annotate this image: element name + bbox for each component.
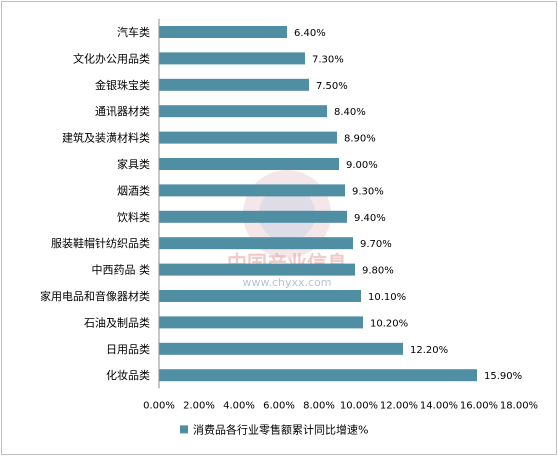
- category-label: 日用品类: [106, 342, 150, 356]
- category-label: 服装鞋帽针纺织品类: [51, 236, 150, 250]
- value-label: 7.30%: [312, 54, 344, 65]
- x-tick-label: 18.00%: [500, 400, 538, 411]
- bar: [159, 158, 339, 170]
- category-label: 文化办公用品类: [73, 51, 150, 65]
- category-label: 石油及制品类: [84, 315, 150, 329]
- bar: [159, 369, 477, 382]
- x-tick-label: 14.00%: [420, 400, 458, 411]
- legend: 消费品各行业零售额累计同比增速%: [180, 422, 368, 436]
- category-label: 家具类: [117, 157, 150, 171]
- legend-swatch: [180, 425, 188, 434]
- value-label: 9.70%: [360, 239, 392, 250]
- x-tick-label: 0.00%: [143, 400, 175, 411]
- bar: [159, 263, 355, 276]
- category-label: 中西药品 类: [92, 263, 151, 277]
- value-label: 9.80%: [362, 266, 394, 277]
- category-label: 建筑及装潢材料类: [62, 131, 150, 145]
- category-label: 金银珠宝类: [95, 78, 150, 92]
- x-tick-label: 16.00%: [460, 400, 498, 411]
- category-label: 通讯器材类: [95, 104, 150, 118]
- bar: [159, 342, 403, 355]
- bar: [159, 78, 309, 91]
- category-labels: 汽车类文化办公用品类金银珠宝类通讯器材类建筑及装潢材料类家具类烟酒类饮料类服装鞋…: [40, 25, 150, 382]
- bar: [159, 184, 345, 197]
- category-label: 汽车类: [117, 25, 150, 39]
- x-tick-label: 8.00%: [303, 400, 335, 411]
- value-label: 10.10%: [368, 292, 406, 303]
- value-label: 10.20%: [370, 318, 408, 329]
- bar: [159, 237, 353, 250]
- bar: [159, 131, 337, 144]
- x-tick-label: 10.00%: [340, 400, 378, 411]
- value-label: 15.90%: [484, 371, 522, 382]
- x-tick-label: 2.00%: [183, 400, 215, 411]
- bar: [159, 316, 363, 329]
- x-tick-label: 12.00%: [380, 400, 418, 411]
- value-labels: 6.40% 7.30% 7.50% 8.40% 8.90% 9.00% 9.30% 9.40%…: [294, 28, 522, 382]
- bar: [159, 52, 305, 65]
- bar: [159, 26, 287, 38]
- legend-label: 消费品各行业零售额累计同比增速%: [193, 422, 368, 436]
- value-label: 8.40%: [334, 107, 366, 118]
- value-label: 9.30%: [352, 186, 384, 197]
- bars-group: [159, 26, 477, 382]
- x-tick-label: 6.00%: [263, 400, 295, 411]
- category-label: 饮料类: [117, 210, 150, 224]
- value-label: 12.20%: [410, 345, 448, 356]
- value-label: 9.00%: [346, 160, 378, 171]
- x-tick-label: 4.00%: [223, 400, 255, 411]
- watermark-url: www.chyxx.com: [242, 276, 331, 289]
- category-label: 化妆品类: [106, 368, 150, 382]
- category-label: 家用电品和音像器材类: [40, 289, 150, 303]
- value-label: 6.40%: [294, 28, 326, 39]
- value-label: 9.40%: [354, 213, 386, 224]
- category-label: 烟酒类: [117, 183, 150, 197]
- bar: [159, 105, 327, 118]
- bar: [159, 210, 347, 223]
- value-label: 7.50%: [316, 81, 348, 92]
- x-axis-tick-labels: 0.00% 2.00% 4.00% 6.00% 8.00% 10.00% 12.00% 14.…: [143, 400, 538, 411]
- bar: [159, 290, 361, 302]
- value-label: 8.90%: [344, 134, 376, 145]
